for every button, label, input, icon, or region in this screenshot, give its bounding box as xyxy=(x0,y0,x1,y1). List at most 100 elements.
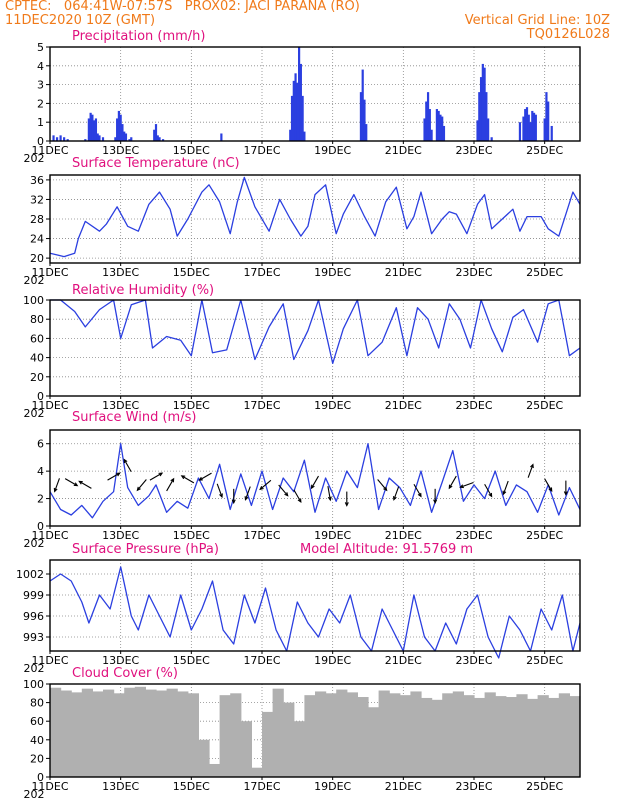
panel-title: Precipitation (mm/h) xyxy=(72,29,205,44)
precip-bar xyxy=(96,133,99,141)
wind-arrow-head xyxy=(219,493,223,499)
x-tick-label: 19DEC xyxy=(314,266,351,279)
x-tick-label: 13DEC xyxy=(102,780,139,793)
precip-bar xyxy=(55,137,59,141)
wind-arrow-head xyxy=(459,484,464,489)
cloud-bar xyxy=(113,693,125,777)
x-tick-label: 21DEC xyxy=(385,654,422,667)
precip-bar xyxy=(479,77,483,141)
precip-bar xyxy=(534,114,537,141)
precip-bar xyxy=(361,69,364,141)
cloud-bar xyxy=(527,698,539,777)
wind-arrow xyxy=(527,464,534,478)
precip-bar xyxy=(524,109,527,141)
y-tick-label: 4 xyxy=(37,465,44,478)
y-tick-label: 0 xyxy=(37,390,44,403)
series-line xyxy=(49,176,581,258)
wind-arrow xyxy=(377,479,388,491)
precip-bar xyxy=(435,109,438,141)
y-tick-label: 60 xyxy=(30,715,44,728)
y-tick-label: 28 xyxy=(30,213,44,226)
precip-bar xyxy=(426,92,430,141)
precip-bar xyxy=(490,137,493,141)
y-tick-label: 40 xyxy=(30,734,44,747)
wind-arrow xyxy=(149,472,163,481)
wind-arrow xyxy=(484,484,493,497)
x-tick-label: 15DEC xyxy=(173,144,210,157)
x-tick-label: 19DEC xyxy=(314,654,351,667)
precip-bar xyxy=(487,118,490,141)
x-tick-label: 25DEC xyxy=(526,654,563,667)
precip-bar xyxy=(365,124,368,141)
cloud-bar xyxy=(230,693,242,777)
precip-bar xyxy=(478,92,481,141)
x-tick-label: 17DEC xyxy=(243,399,280,412)
y-tick-label: 36 xyxy=(30,174,44,187)
wind-arrow-head xyxy=(310,484,315,490)
wind-arrow xyxy=(327,486,331,501)
y-tick-label: 3 xyxy=(37,79,44,92)
y-tick-label: 80 xyxy=(30,313,44,326)
wind-arrow xyxy=(544,478,553,492)
wind-arrow xyxy=(259,479,272,490)
wind-arrow xyxy=(460,481,474,488)
precip-bar xyxy=(550,125,553,141)
x-tick-label: 23DEC xyxy=(455,529,492,542)
wind-arrow-head xyxy=(158,472,164,477)
panel-frame xyxy=(49,559,581,652)
wind-arrow-head xyxy=(53,487,58,493)
year-label: 202 xyxy=(24,662,45,675)
precip-bar xyxy=(52,135,55,141)
cloud-bar xyxy=(262,711,274,777)
x-tick-label: 25DEC xyxy=(526,780,563,793)
precip-bar xyxy=(299,63,302,141)
x-tick-label: 25DEC xyxy=(526,399,563,412)
x-tick-label: 11DEC xyxy=(31,654,68,667)
precip-bar xyxy=(290,95,294,141)
precip-bar xyxy=(292,80,295,141)
cloud-bar xyxy=(92,691,104,777)
cloud-bar xyxy=(505,697,517,777)
precip-bar xyxy=(525,107,529,141)
cloud-bar xyxy=(399,695,411,777)
precip-bar xyxy=(116,118,119,141)
cloud-bar xyxy=(368,707,380,777)
precip-bar xyxy=(303,131,306,141)
cloud-bar xyxy=(272,688,284,777)
wind-arrow xyxy=(502,480,509,495)
x-tick-label: 23DEC xyxy=(455,780,492,793)
year-label: 202 xyxy=(24,788,45,800)
y-tick-label: 20 xyxy=(30,252,44,265)
wind-arrow-head xyxy=(136,486,141,492)
x-tick-label: 25DEC xyxy=(526,529,563,542)
x-tick-label: 21DEC xyxy=(385,529,422,542)
wind-arrow xyxy=(107,472,120,481)
panel-frame xyxy=(49,299,581,397)
wind-arrow-head xyxy=(244,496,249,501)
wind-arrow-head xyxy=(297,498,302,503)
cloud-bar xyxy=(357,697,369,777)
precip-bar xyxy=(485,92,488,141)
precip-bar xyxy=(298,47,301,141)
precip-bar xyxy=(158,137,161,141)
y-tick-label: 24 xyxy=(30,233,44,246)
x-tick-label: 13DEC xyxy=(102,144,139,157)
cloud-bar xyxy=(558,693,570,777)
cloud-bar xyxy=(315,691,327,777)
cloud-bar xyxy=(166,688,178,777)
precip-bar xyxy=(161,139,165,141)
wind-arrow-head xyxy=(530,463,534,469)
wind-arrow xyxy=(311,475,319,489)
wind-arrow-head xyxy=(548,487,553,493)
y-tick-label: 996 xyxy=(23,610,44,623)
precip-bar xyxy=(84,139,87,141)
cloud-bar xyxy=(431,699,443,777)
y-tick-label: 0 xyxy=(37,520,44,533)
precip-bar xyxy=(128,139,131,141)
precip-bar xyxy=(93,120,96,141)
y-tick-label: 993 xyxy=(23,631,44,644)
wind-arrow xyxy=(448,475,457,489)
cloud-bar xyxy=(240,721,252,777)
wind-arrow xyxy=(181,475,195,484)
